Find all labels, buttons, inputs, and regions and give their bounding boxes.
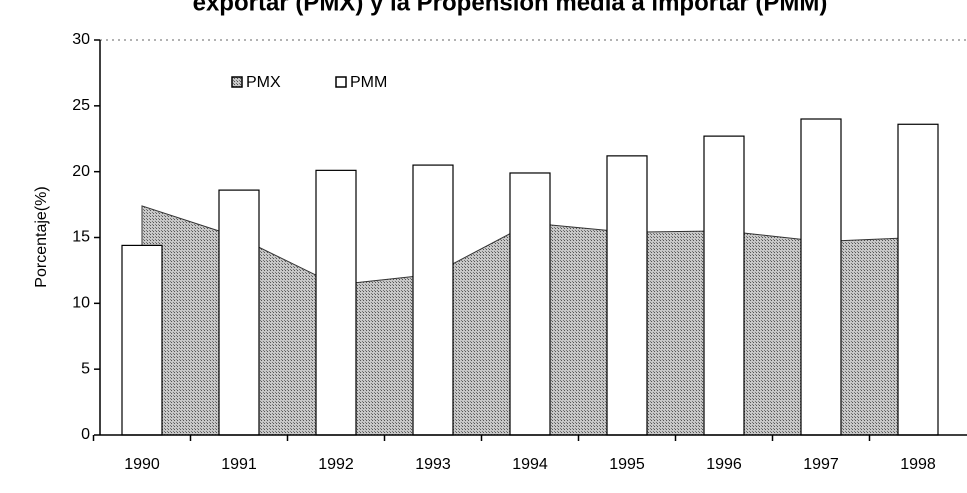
bar: [703, 135, 745, 436]
bar: [218, 189, 260, 436]
y-tick-label: 10: [72, 295, 90, 312]
y-tick-label: 20: [72, 163, 90, 180]
x-tick-label: 1990: [124, 456, 160, 473]
legend-label: PMM: [350, 74, 387, 91]
x-tick-label: 1993: [415, 456, 451, 473]
bar: [121, 244, 163, 436]
bar: [412, 164, 454, 436]
chart-title: exportar (PMX) y la Propensión media a i…: [193, 0, 828, 16]
x-tick-label: 1995: [609, 456, 645, 473]
x-tick-label: 1997: [803, 456, 839, 473]
y-tick-label: 0: [81, 426, 90, 443]
x-tick-label: 1992: [318, 456, 354, 473]
x-tick-label: 1996: [706, 456, 742, 473]
bar: [509, 172, 551, 436]
y-axis-label: Porcentaje(%): [33, 186, 50, 287]
x-tick-label: 1991: [221, 456, 257, 473]
y-tick-label: 5: [81, 360, 90, 377]
bar: [897, 123, 939, 436]
x-tick-label: 1994: [512, 456, 548, 473]
bar: [800, 118, 842, 436]
legend-label: PMX: [246, 74, 281, 91]
y-tick-label: 30: [72, 31, 90, 48]
x-tick-label: 1998: [900, 456, 936, 473]
legend-swatch: [335, 76, 347, 88]
bar: [606, 155, 648, 436]
y-tick-label: 25: [72, 97, 90, 114]
bar: [315, 169, 357, 436]
y-tick-label: 15: [72, 229, 90, 246]
legend-swatch: [231, 76, 243, 88]
